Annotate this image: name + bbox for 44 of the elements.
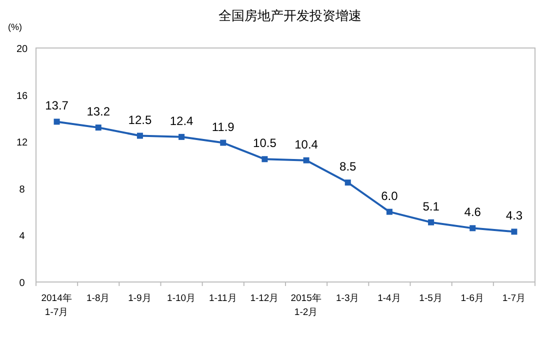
x-tick-label: 1-3月 [336, 293, 360, 304]
data-label: 10.5 [253, 136, 277, 150]
x-tick-label: 1-9月 [128, 293, 152, 304]
data-label: 12.5 [128, 112, 152, 127]
y-tick-label: 20 [16, 44, 28, 55]
point [428, 219, 434, 226]
y-tick-label: 8 [19, 184, 26, 196]
x-tick-label: 1-10月 [167, 293, 196, 304]
data-label: 8.5 [340, 160, 357, 174]
y-tick-label: 4 [19, 231, 26, 242]
point [54, 118, 60, 125]
x-tick-label: 1-8月 [86, 293, 110, 304]
y-axis-title: (%) [8, 22, 22, 32]
x-tick-label: 2015年 1-2月 [290, 292, 322, 318]
point [303, 157, 310, 164]
x-tick-label: 1-6月 [460, 293, 484, 304]
data-label: 5.1 [422, 199, 440, 214]
point [178, 134, 185, 140]
data-label: 4.6 [464, 205, 482, 220]
y-tick-label: 12 [16, 138, 28, 149]
x-tick-label: 1-11月 [208, 293, 238, 304]
data-label: 12.4 [170, 114, 194, 128]
point [344, 180, 351, 186]
data-label: 10.4 [294, 137, 318, 152]
x-tick-label: 2014年 1-7月 [41, 292, 72, 318]
point [136, 132, 143, 139]
point [511, 228, 518, 235]
data-label: 13.2 [86, 104, 110, 119]
data-label: 11.9 [212, 120, 235, 134]
data-label: 6.0 [381, 188, 398, 203]
chart-title: 全国房地产开发投资增速 [218, 8, 362, 23]
point [386, 208, 392, 215]
x-tick-label: 1-4月 [378, 293, 402, 304]
data-label: 4.3 [506, 208, 523, 223]
x-tick-label: 1-7月 [502, 293, 526, 304]
point [220, 140, 226, 146]
data-label: 13.7 [45, 98, 69, 113]
point [470, 225, 476, 232]
x-tick-label: 1-12月 [250, 293, 280, 304]
y-tick-label: 16 [16, 90, 28, 102]
x-tick-label: 1-5月 [419, 293, 443, 304]
point [95, 124, 102, 131]
point [262, 156, 268, 162]
y-tick-label: 0 [19, 278, 26, 289]
